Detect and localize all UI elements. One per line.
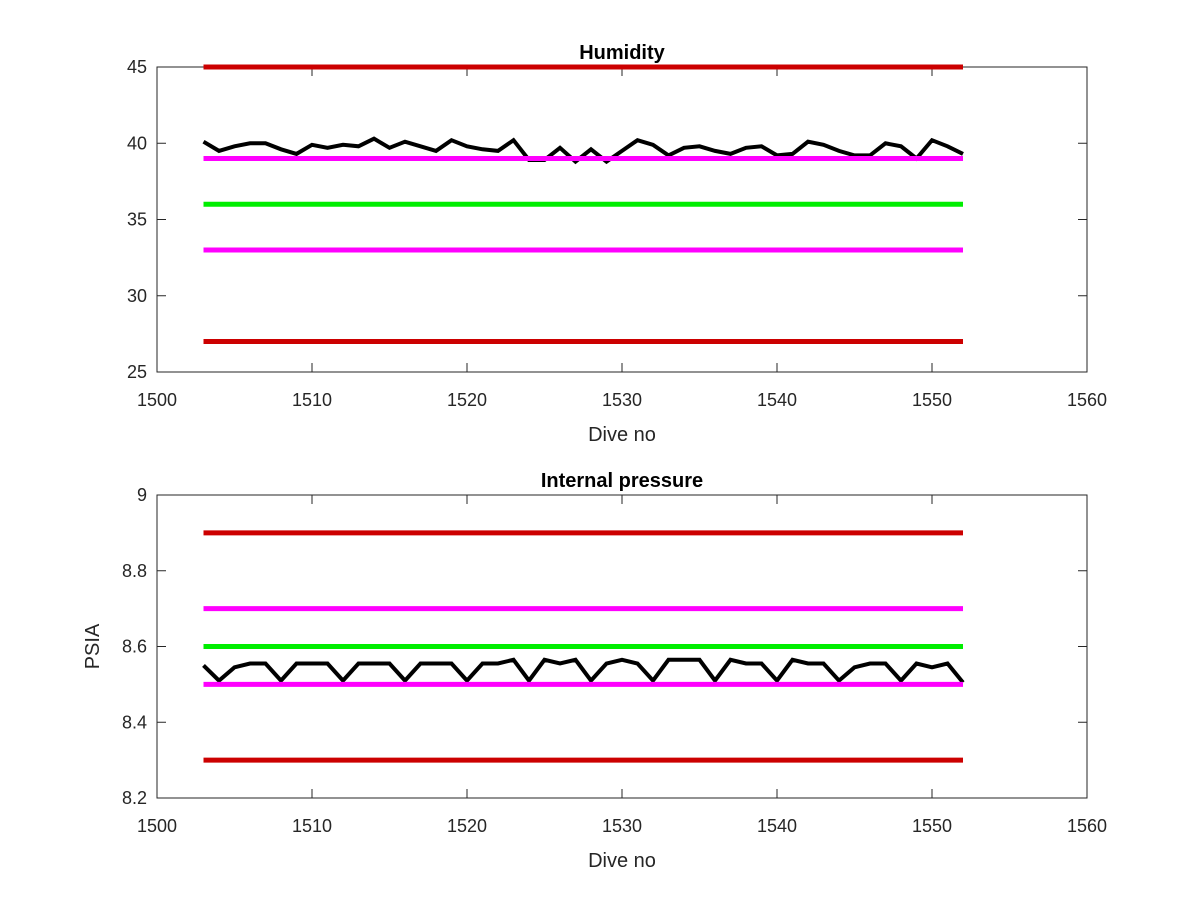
chart-title: Internal pressure [541, 470, 703, 492]
plot-area-box [156, 66, 1088, 373]
x-tick-label: 1500 [137, 816, 177, 836]
chart-title: Humidity [579, 42, 665, 64]
y-tick-label: 8.6 [122, 637, 147, 657]
x-tick-label: 1530 [602, 390, 642, 410]
x-tick-label: 1500 [137, 390, 177, 410]
y-tick-label: 8.2 [122, 788, 147, 808]
x-tick-label: 1550 [912, 816, 952, 836]
x-tick-label: 1560 [1067, 390, 1107, 410]
y-axis-label: PSIA [82, 623, 104, 669]
x-axis-label: Dive no [588, 424, 656, 446]
y-tick-label: 40 [127, 133, 147, 153]
y-tick-label: 30 [127, 286, 147, 306]
y-tick-label: 8.8 [122, 561, 147, 581]
y-tick-label: 9 [137, 485, 147, 505]
x-tick-label: 1510 [292, 390, 332, 410]
chart-1: 1500 1510 1520 1530 1540 1550 1560 25 30 35 40 45 Hu… [127, 42, 1107, 446]
x-tick-label: 1510 [292, 816, 332, 836]
x-tick-label: 1560 [1067, 816, 1107, 836]
y-tick-label: 25 [127, 362, 147, 382]
series-line-data [202, 657, 965, 684]
series-line-data [202, 136, 964, 165]
y-tick-label: 45 [127, 57, 147, 77]
y-tick-label: 35 [127, 210, 147, 230]
x-tick-label: 1540 [757, 816, 797, 836]
x-tick-label: 1540 [757, 390, 797, 410]
x-axis-label: Dive no [588, 850, 656, 872]
y-tick-label: 8.4 [122, 712, 147, 732]
x-tick-label: 1550 [912, 390, 952, 410]
chart-2: 1500 1510 1520 1530 1540 1550 1560 8.2 8.4 8.6 8.8… [82, 470, 1107, 872]
x-tick-label: 1520 [447, 816, 487, 836]
x-tick-label: 1520 [447, 390, 487, 410]
x-tick-label: 1530 [602, 816, 642, 836]
